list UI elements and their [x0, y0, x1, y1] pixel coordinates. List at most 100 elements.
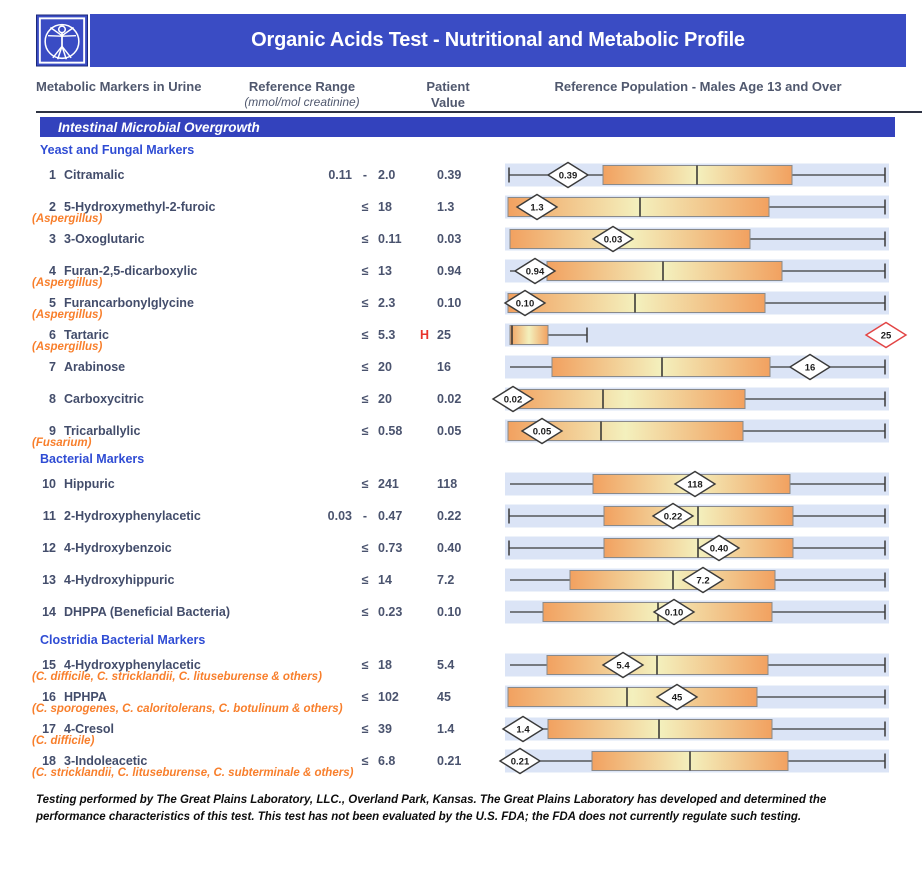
- group-heading: Bacterial Markers: [40, 452, 145, 466]
- population-boxplot: 0.05: [505, 417, 889, 445]
- patient-value: 45: [437, 690, 451, 704]
- patient-marker-diamond: [491, 385, 535, 413]
- column-header-markers: Metabolic Markers in Urine: [36, 79, 202, 94]
- patient-marker-diamond: [591, 225, 635, 253]
- patient-marker-label: 0.39: [559, 171, 578, 182]
- footer-disclaimer: Testing performed by The Great Plains La…: [36, 794, 827, 824]
- patient-marker-diamond: [520, 417, 564, 445]
- boxplot-svg: 1.3: [507, 193, 886, 221]
- marker-number: 3: [49, 232, 56, 246]
- patient-marker-label: 0.21: [511, 757, 530, 768]
- patient-value: 118: [437, 477, 458, 491]
- patient-marker-label: 0.02: [504, 395, 523, 406]
- population-boxplot: 0.03: [505, 225, 889, 253]
- reference-range-high: 2.3: [378, 296, 396, 310]
- reference-range-high: 0.23: [378, 605, 403, 619]
- reference-range-high: 18: [378, 658, 392, 672]
- marker-row: 1 Citramalic 0.11-2.0 0.39 0.39: [0, 159, 922, 191]
- marker-number: 13: [42, 573, 56, 587]
- patient-value: 0.39: [437, 168, 462, 182]
- marker-row: 5 Furancarbonylglycine (Aspergillus) ≤2.3 0.…: [0, 287, 922, 321]
- marker-organism: (Aspergillus): [32, 277, 103, 289]
- reference-range-high: 20: [378, 392, 392, 406]
- section-title: Intestinal Microbial Overgrowth: [58, 119, 260, 135]
- marker-row: 2 5-Hydroxymethyl-2-furoic (Aspergillus) ≤1…: [0, 191, 922, 225]
- marker-name: Arabinose: [64, 360, 126, 374]
- reference-range-high: 102: [378, 690, 399, 704]
- boxplot-svg: 0.10: [503, 289, 886, 317]
- marker-number: 15: [42, 658, 56, 672]
- marker-name: 3-Oxoglutaric: [64, 232, 145, 246]
- boxplot-svg: 25: [509, 321, 908, 349]
- patient-marker-label: 118: [687, 480, 702, 491]
- population-boxplot: 0.21: [498, 747, 889, 775]
- boxplot-svg: 7.2: [510, 566, 886, 594]
- patient-marker-label: 16: [805, 363, 816, 374]
- marker-row: 6 Tartaric (Aspergillus) ≤5.3 H 25 25: [0, 319, 922, 353]
- patient-value: 7.2: [437, 573, 455, 587]
- reference-range-separator: -: [362, 509, 368, 523]
- marker-row: 17 4-Cresol (C. difficile) ≤39 1.4 1.4: [0, 713, 922, 747]
- marker-number: 6: [49, 328, 56, 342]
- boxplot-svg: 16: [510, 353, 886, 381]
- reference-range-separator: -: [362, 168, 368, 182]
- reference-range-separator: ≤: [361, 232, 369, 246]
- reference-range-separator: ≤: [361, 360, 369, 374]
- boxplot-svg: 1.4: [501, 715, 886, 743]
- reference-range-separator: ≤: [361, 690, 369, 704]
- marker-organism: (Aspergillus): [32, 309, 103, 321]
- marker-groups: Yeast and Fungal Markers 1 Citramalic 0.11-…: [0, 142, 922, 779]
- patient-marker-diamond: [681, 566, 725, 594]
- reference-range-high: 0.11: [378, 232, 402, 246]
- patient-marker-diamond: [513, 257, 557, 285]
- patient-value: 1.4: [437, 722, 455, 736]
- boxplot-svg: 45: [507, 683, 886, 711]
- marker-number: 10: [42, 477, 56, 491]
- marker-name: 5-Hydroxymethyl-2-furoic: [64, 200, 216, 214]
- reference-range-separator: ≤: [361, 424, 369, 438]
- marker-organism: (C. stricklandii, C. lituseburense, C. s…: [32, 767, 354, 779]
- marker-number: 2: [49, 200, 56, 214]
- patient-value: 0.21: [437, 754, 462, 768]
- marker-number: 1: [49, 168, 56, 182]
- marker-name: 4-Hydroxyhippuric: [64, 573, 175, 587]
- column-header-patient-1: Patient: [426, 79, 470, 94]
- reference-range-low: 0.11: [328, 168, 352, 182]
- reference-range-high: 13: [378, 264, 392, 278]
- reference-range-high: 241: [378, 477, 399, 491]
- marker-number: 18: [42, 754, 56, 768]
- column-header-range: Reference Range: [248, 79, 356, 94]
- marker-row: 11 2-Hydroxyphenylacetic 0.03-0.47 0.22 0.22: [0, 500, 922, 532]
- marker-number: 11: [42, 509, 56, 523]
- population-boxplot: 1.4: [501, 715, 889, 743]
- boxplot-svg: 118: [510, 470, 886, 498]
- marker-name: Carboxycitric: [64, 392, 144, 406]
- patient-marker-diamond-high: [864, 321, 908, 349]
- patient-marker-diamond: [651, 502, 695, 530]
- group-heading: Yeast and Fungal Markers: [40, 143, 195, 157]
- reference-range-high: 20: [378, 360, 392, 374]
- reference-range-high: 0.47: [378, 509, 403, 523]
- marker-name: Furancarbonylglycine: [64, 296, 194, 310]
- patient-marker-label: 0.10: [516, 299, 535, 310]
- marker-organism: (C. difficile, C. stricklandii, C. litus…: [32, 671, 322, 683]
- reference-range-separator: ≤: [361, 264, 369, 278]
- marker-name: Furan-2,5-dicarboxylic: [64, 264, 198, 278]
- marker-number: 17: [42, 722, 56, 736]
- boxplot-svg: 0.10: [510, 598, 886, 626]
- reference-range-separator: ≤: [361, 754, 369, 768]
- boxplot-svg: 0.39: [508, 161, 886, 189]
- header-divider: [36, 111, 922, 113]
- marker-number: 14: [42, 605, 56, 619]
- reference-range-high: 18: [378, 200, 392, 214]
- reference-range-separator: ≤: [361, 200, 369, 214]
- patient-marker-diamond: [697, 534, 741, 562]
- lab-logo: [36, 14, 88, 67]
- marker-name: HPHPA: [64, 690, 107, 704]
- marker-name: 4-Hydroxyphenylacetic: [64, 658, 201, 672]
- patient-marker-label: 45: [672, 693, 683, 704]
- population-boxplot: 1.3: [505, 193, 889, 221]
- reference-range-separator: ≤: [361, 658, 369, 672]
- marker-table: Intestinal Microbial Overgrowth Yeast an…: [0, 117, 922, 779]
- marker-organism: (Aspergillus): [32, 341, 103, 353]
